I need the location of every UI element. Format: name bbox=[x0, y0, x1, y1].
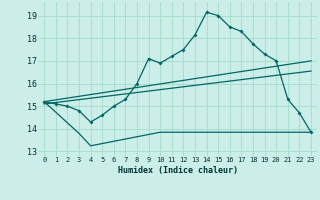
X-axis label: Humidex (Indice chaleur): Humidex (Indice chaleur) bbox=[118, 166, 238, 175]
